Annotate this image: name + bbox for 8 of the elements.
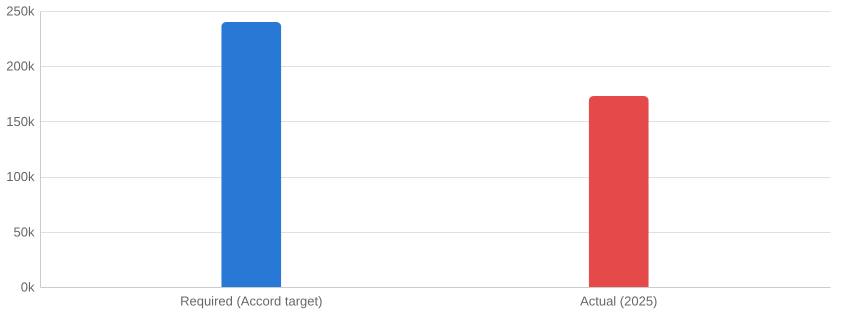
y-tick-label: 150k xyxy=(6,114,35,129)
x-tick-label: Actual (2025) xyxy=(580,294,658,308)
y-tick-label: 100k xyxy=(6,169,35,184)
y-tick-label: 50k xyxy=(14,224,35,240)
y-tick-label: 250k xyxy=(6,4,35,18)
x-tick-label: Required (Accord target) xyxy=(180,294,322,308)
y-tick-label: 0k xyxy=(20,280,35,294)
y-tick-label: 200k xyxy=(6,58,35,74)
